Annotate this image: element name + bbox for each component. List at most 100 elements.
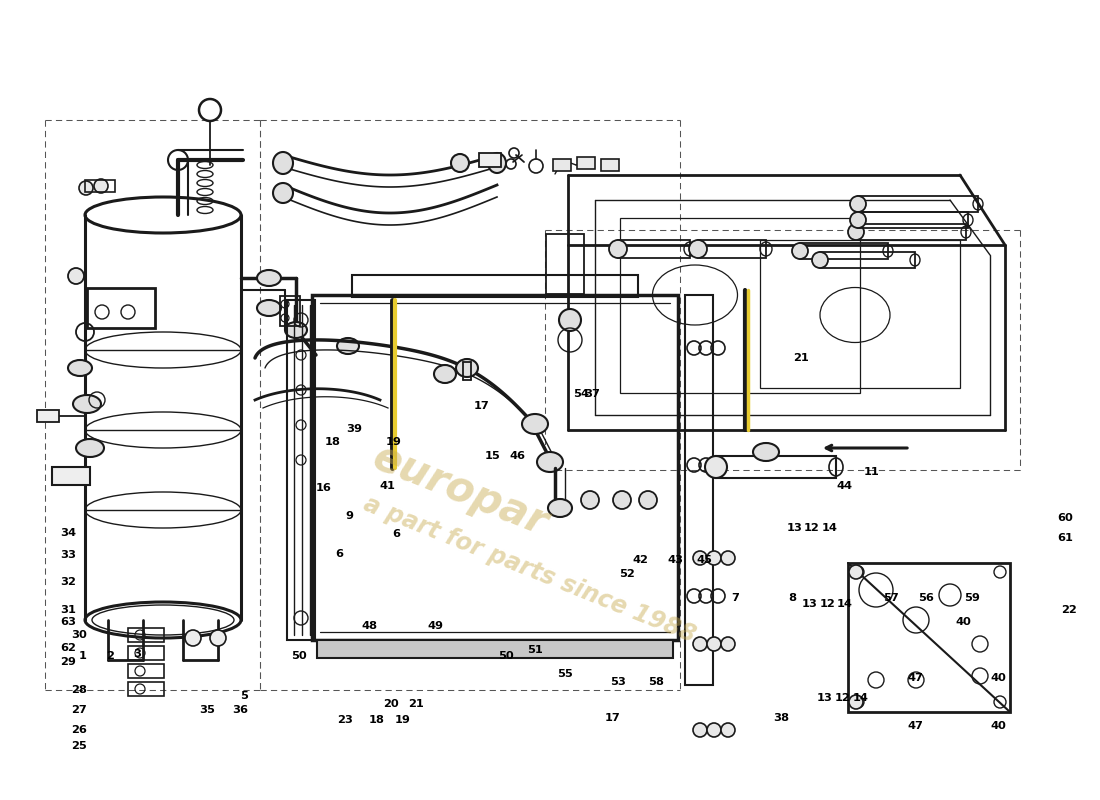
Bar bbox=[800, 243, 888, 259]
Text: 12: 12 bbox=[804, 523, 820, 533]
Bar bbox=[858, 196, 978, 212]
Bar bbox=[620, 218, 860, 393]
Ellipse shape bbox=[792, 243, 808, 259]
Bar bbox=[716, 456, 836, 478]
Text: 29: 29 bbox=[60, 658, 76, 667]
Text: 56: 56 bbox=[918, 594, 934, 603]
Ellipse shape bbox=[693, 551, 707, 565]
Text: 5: 5 bbox=[240, 691, 249, 701]
Ellipse shape bbox=[707, 723, 721, 737]
Text: 32: 32 bbox=[60, 578, 76, 587]
Ellipse shape bbox=[754, 443, 779, 461]
Ellipse shape bbox=[76, 439, 104, 457]
Bar bbox=[578, 157, 595, 169]
Text: 19: 19 bbox=[386, 437, 402, 446]
Ellipse shape bbox=[609, 240, 627, 258]
Bar bbox=[128, 664, 164, 678]
Text: 21: 21 bbox=[793, 354, 808, 363]
Bar bbox=[37, 410, 59, 422]
Bar bbox=[85, 180, 116, 192]
Text: 60: 60 bbox=[1057, 514, 1072, 523]
Text: 39: 39 bbox=[346, 424, 362, 434]
Bar bbox=[760, 240, 960, 388]
Text: 52: 52 bbox=[619, 570, 635, 579]
Ellipse shape bbox=[720, 723, 735, 737]
Ellipse shape bbox=[705, 456, 727, 478]
Ellipse shape bbox=[720, 551, 735, 565]
Ellipse shape bbox=[850, 196, 866, 212]
Text: 6: 6 bbox=[392, 530, 400, 539]
Ellipse shape bbox=[79, 181, 94, 195]
Text: 51: 51 bbox=[527, 645, 542, 654]
Bar bbox=[685, 295, 713, 685]
Text: 57: 57 bbox=[883, 594, 899, 603]
Bar bbox=[317, 640, 673, 658]
Text: 30: 30 bbox=[72, 630, 87, 640]
Bar bbox=[546, 234, 584, 294]
Text: 47: 47 bbox=[908, 722, 923, 731]
Text: 16: 16 bbox=[316, 483, 331, 493]
Text: europar: europar bbox=[366, 436, 553, 544]
Text: 20: 20 bbox=[383, 699, 398, 709]
Ellipse shape bbox=[257, 270, 280, 286]
Bar bbox=[478, 153, 500, 167]
Text: 13: 13 bbox=[802, 599, 817, 609]
Text: 54: 54 bbox=[573, 389, 588, 398]
Text: 37: 37 bbox=[584, 389, 600, 398]
Text: 31: 31 bbox=[60, 605, 76, 614]
Text: 13: 13 bbox=[786, 523, 802, 533]
Bar bbox=[858, 212, 968, 228]
Text: 14: 14 bbox=[837, 599, 852, 609]
Text: 7: 7 bbox=[730, 594, 739, 603]
Text: 61: 61 bbox=[1057, 533, 1072, 542]
Text: 43: 43 bbox=[668, 555, 683, 565]
Text: 40: 40 bbox=[956, 618, 971, 627]
Ellipse shape bbox=[581, 491, 600, 509]
Text: 12: 12 bbox=[835, 693, 850, 702]
Text: 38: 38 bbox=[773, 714, 789, 723]
Text: 11: 11 bbox=[864, 467, 879, 477]
Circle shape bbox=[185, 630, 201, 646]
Text: 50: 50 bbox=[292, 651, 307, 661]
Text: 34: 34 bbox=[60, 528, 76, 538]
Text: a part for parts since 1988: a part for parts since 1988 bbox=[361, 492, 700, 648]
Ellipse shape bbox=[68, 360, 92, 376]
Ellipse shape bbox=[693, 637, 707, 651]
Ellipse shape bbox=[559, 309, 581, 331]
Text: 14: 14 bbox=[822, 523, 837, 533]
Circle shape bbox=[849, 695, 864, 709]
Ellipse shape bbox=[273, 152, 293, 174]
Text: 49: 49 bbox=[428, 621, 443, 630]
Ellipse shape bbox=[257, 300, 280, 316]
Bar bbox=[128, 646, 164, 660]
Text: 36: 36 bbox=[232, 706, 248, 715]
Text: 46: 46 bbox=[509, 451, 525, 461]
Text: 22: 22 bbox=[1062, 605, 1077, 614]
Ellipse shape bbox=[850, 212, 866, 228]
Bar bbox=[553, 159, 571, 171]
Text: 55: 55 bbox=[558, 669, 573, 678]
Text: 45: 45 bbox=[696, 555, 712, 565]
Ellipse shape bbox=[613, 491, 631, 509]
Text: 6: 6 bbox=[334, 549, 343, 558]
Ellipse shape bbox=[522, 414, 548, 434]
Text: 48: 48 bbox=[362, 621, 377, 630]
Ellipse shape bbox=[707, 637, 721, 651]
Text: 62: 62 bbox=[60, 643, 76, 653]
Ellipse shape bbox=[812, 252, 828, 268]
Bar bbox=[52, 467, 90, 485]
Text: 26: 26 bbox=[72, 725, 87, 734]
Text: 3: 3 bbox=[133, 650, 142, 659]
Text: 63: 63 bbox=[60, 618, 76, 627]
Bar bbox=[128, 628, 164, 642]
Bar bbox=[618, 240, 690, 258]
Ellipse shape bbox=[639, 491, 657, 509]
Text: 23: 23 bbox=[338, 715, 353, 725]
Text: 28: 28 bbox=[72, 685, 87, 694]
Ellipse shape bbox=[689, 240, 707, 258]
Text: 21: 21 bbox=[408, 699, 424, 709]
Text: 50: 50 bbox=[498, 651, 514, 661]
Text: 47: 47 bbox=[908, 674, 923, 683]
Ellipse shape bbox=[720, 637, 735, 651]
Text: 44: 44 bbox=[837, 482, 852, 491]
